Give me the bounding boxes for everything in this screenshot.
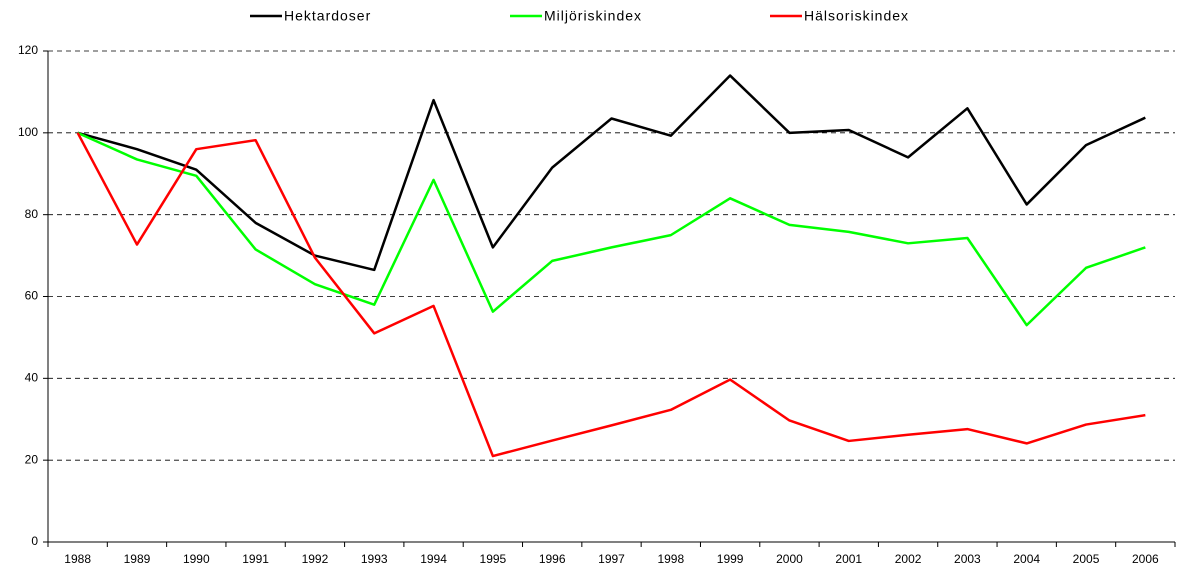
x-tick-label: 2003 — [954, 552, 981, 566]
x-tick-label: 1988 — [64, 552, 91, 566]
legend: Hektardoser Miljöriskindex Hälsoriskindex — [250, 8, 909, 24]
x-tick-label: 1996 — [539, 552, 566, 566]
x-tick-label: 2006 — [1132, 552, 1159, 566]
x-tick-label: 1990 — [183, 552, 210, 566]
x-tick-label: 1993 — [361, 552, 388, 566]
series-line — [77, 131, 1146, 327]
x-tick-label: 1998 — [657, 552, 684, 566]
y-tick-label: 100 — [18, 125, 38, 139]
x-tick-label: 1992 — [302, 552, 329, 566]
y-tick-label: 20 — [25, 452, 39, 466]
series-line — [76, 132, 1146, 458]
x-tick-label: 1999 — [717, 552, 744, 566]
x-tick-label: 1997 — [598, 552, 625, 566]
x-tick-label: 2000 — [776, 552, 803, 566]
y-tick-label: 120 — [18, 43, 38, 57]
legend-label: Hektardoser — [284, 8, 371, 24]
x-tick-label: 1995 — [480, 552, 507, 566]
x-tick-label: 2002 — [895, 552, 922, 566]
x-tick-label: 2001 — [835, 552, 862, 566]
legend-label: Miljöriskindex — [544, 8, 642, 24]
x-tick-label: 1989 — [124, 552, 151, 566]
legend-label: Hälsoriskindex — [804, 8, 909, 24]
x-tick-label: 2004 — [1013, 552, 1040, 566]
y-tick-label: 60 — [25, 289, 39, 303]
y-tick-label: 80 — [25, 207, 39, 221]
y-tick-label: 0 — [31, 534, 38, 548]
x-tick-label: 1994 — [420, 552, 447, 566]
series-line — [77, 74, 1146, 272]
x-tick-label: 2005 — [1073, 552, 1100, 566]
y-tick-label: 40 — [25, 371, 39, 385]
x-tick-label: 1991 — [242, 552, 269, 566]
